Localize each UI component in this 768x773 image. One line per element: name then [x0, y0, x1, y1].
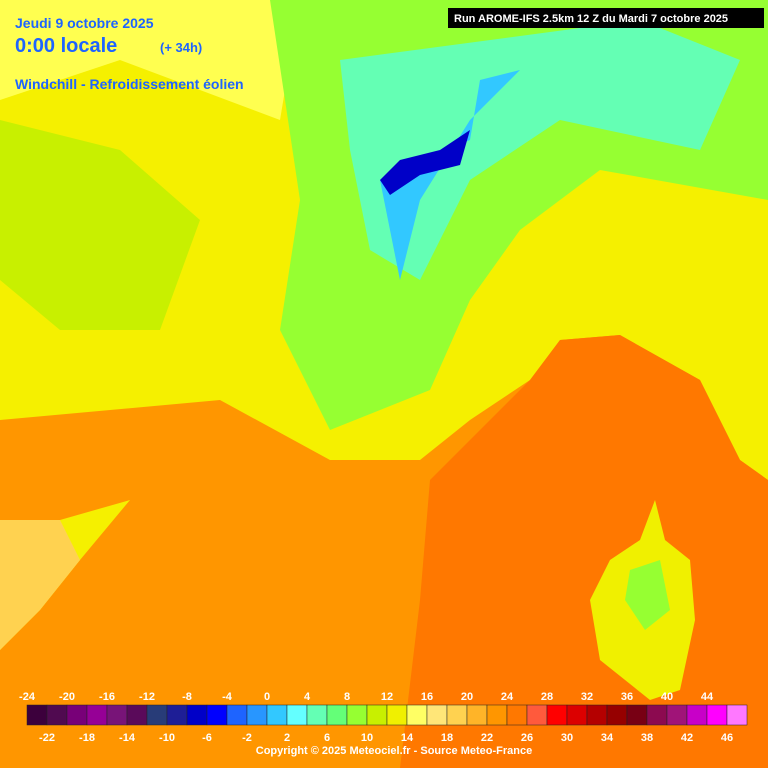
legend-swatch	[126, 704, 148, 726]
legend-swatch	[366, 704, 388, 726]
legend-swatch	[186, 704, 208, 726]
legend-swatch	[646, 704, 668, 726]
run-banner	[448, 8, 764, 28]
legend-label: 32	[581, 691, 593, 703]
legend-label: 34	[601, 732, 614, 744]
legend-label: -18	[79, 732, 95, 744]
color-legend: -24-22-20-18-16-14-12-10-8-6-4-202468101…	[19, 691, 748, 744]
legend-label: 8	[344, 691, 350, 703]
legend-swatch	[626, 704, 648, 726]
legend-label: -2	[242, 732, 252, 744]
legend-swatch	[506, 704, 528, 726]
legend-label: -6	[202, 732, 212, 744]
legend-label: 16	[421, 691, 433, 703]
legend-label: 6	[324, 732, 330, 744]
legend-label: 4	[304, 691, 311, 703]
land-zone	[0, 120, 200, 330]
legend-swatch	[486, 704, 508, 726]
legend-swatch	[586, 704, 608, 726]
legend-label: 10	[361, 732, 373, 744]
legend-swatch	[406, 704, 428, 726]
legend-swatch	[26, 704, 48, 726]
legend-label: -8	[182, 691, 192, 703]
legend-swatch	[326, 704, 348, 726]
legend-swatch	[46, 704, 68, 726]
legend-swatch	[266, 704, 288, 726]
legend-label: 18	[441, 732, 453, 744]
corsica-high	[625, 560, 670, 630]
legend-label: 12	[381, 691, 393, 703]
legend-swatch	[686, 704, 708, 726]
legend-swatch	[566, 704, 588, 726]
legend-label: -4	[222, 691, 233, 703]
legend-label: 44	[701, 691, 714, 703]
legend-label: -14	[119, 732, 136, 744]
map-parameter: Windchill - Refroidissement éolien	[15, 76, 244, 92]
legend-swatch	[526, 704, 548, 726]
legend-swatch	[546, 704, 568, 726]
legend-label: 38	[641, 732, 653, 744]
alps-peak-zone	[380, 130, 470, 195]
legend-label: -10	[159, 732, 175, 744]
legend-label: 26	[521, 732, 533, 744]
legend-swatch	[146, 704, 168, 726]
legend-swatch	[306, 704, 328, 726]
legend-swatch	[726, 704, 748, 726]
legend-swatch	[606, 704, 628, 726]
copyright: Copyright © 2025 Meteociel.fr - Source M…	[256, 745, 532, 757]
legend-label: -12	[139, 691, 155, 703]
legend-swatch	[226, 704, 248, 726]
legend-swatch	[466, 704, 488, 726]
legend-swatch	[66, 704, 88, 726]
legend-label: 14	[401, 732, 414, 744]
land-zone	[0, 0, 300, 120]
legend-label: 30	[561, 732, 573, 744]
legend-label: 42	[681, 732, 693, 744]
legend-label: -16	[99, 691, 115, 703]
legend-label: 22	[481, 732, 493, 744]
legend-label: 2	[284, 732, 290, 744]
legend-swatch	[346, 704, 368, 726]
legend-label: 20	[461, 691, 473, 703]
legend-label: -24	[19, 691, 36, 703]
legend-swatch	[86, 704, 108, 726]
legend-label: -22	[39, 732, 55, 744]
legend-swatch	[426, 704, 448, 726]
legend-swatch	[246, 704, 268, 726]
map-date: Jeudi 9 octobre 2025	[15, 15, 154, 31]
legend-swatch	[386, 704, 408, 726]
legend-swatch	[286, 704, 308, 726]
run-info: Run AROME-IFS 2.5km 12 Z du Mardi 7 octo…	[454, 13, 728, 25]
legend-swatch	[106, 704, 128, 726]
legend-swatch	[706, 704, 728, 726]
alps-high-zone	[340, 20, 740, 280]
legend-swatch	[446, 704, 468, 726]
map-lead: (+ 34h)	[160, 40, 202, 55]
legend-label: 28	[541, 691, 553, 703]
legend-swatch	[166, 704, 188, 726]
legend-label: 36	[621, 691, 633, 703]
legend-label: 40	[661, 691, 673, 703]
coast-zone	[0, 520, 80, 650]
legend-swatch	[206, 704, 228, 726]
legend-label: 46	[721, 732, 733, 744]
legend-label: 0	[264, 691, 270, 703]
legend-swatch	[666, 704, 688, 726]
legend-label: 24	[501, 691, 514, 703]
legend-label: -20	[59, 691, 75, 703]
map-time: 0:00 locale	[15, 35, 117, 57]
